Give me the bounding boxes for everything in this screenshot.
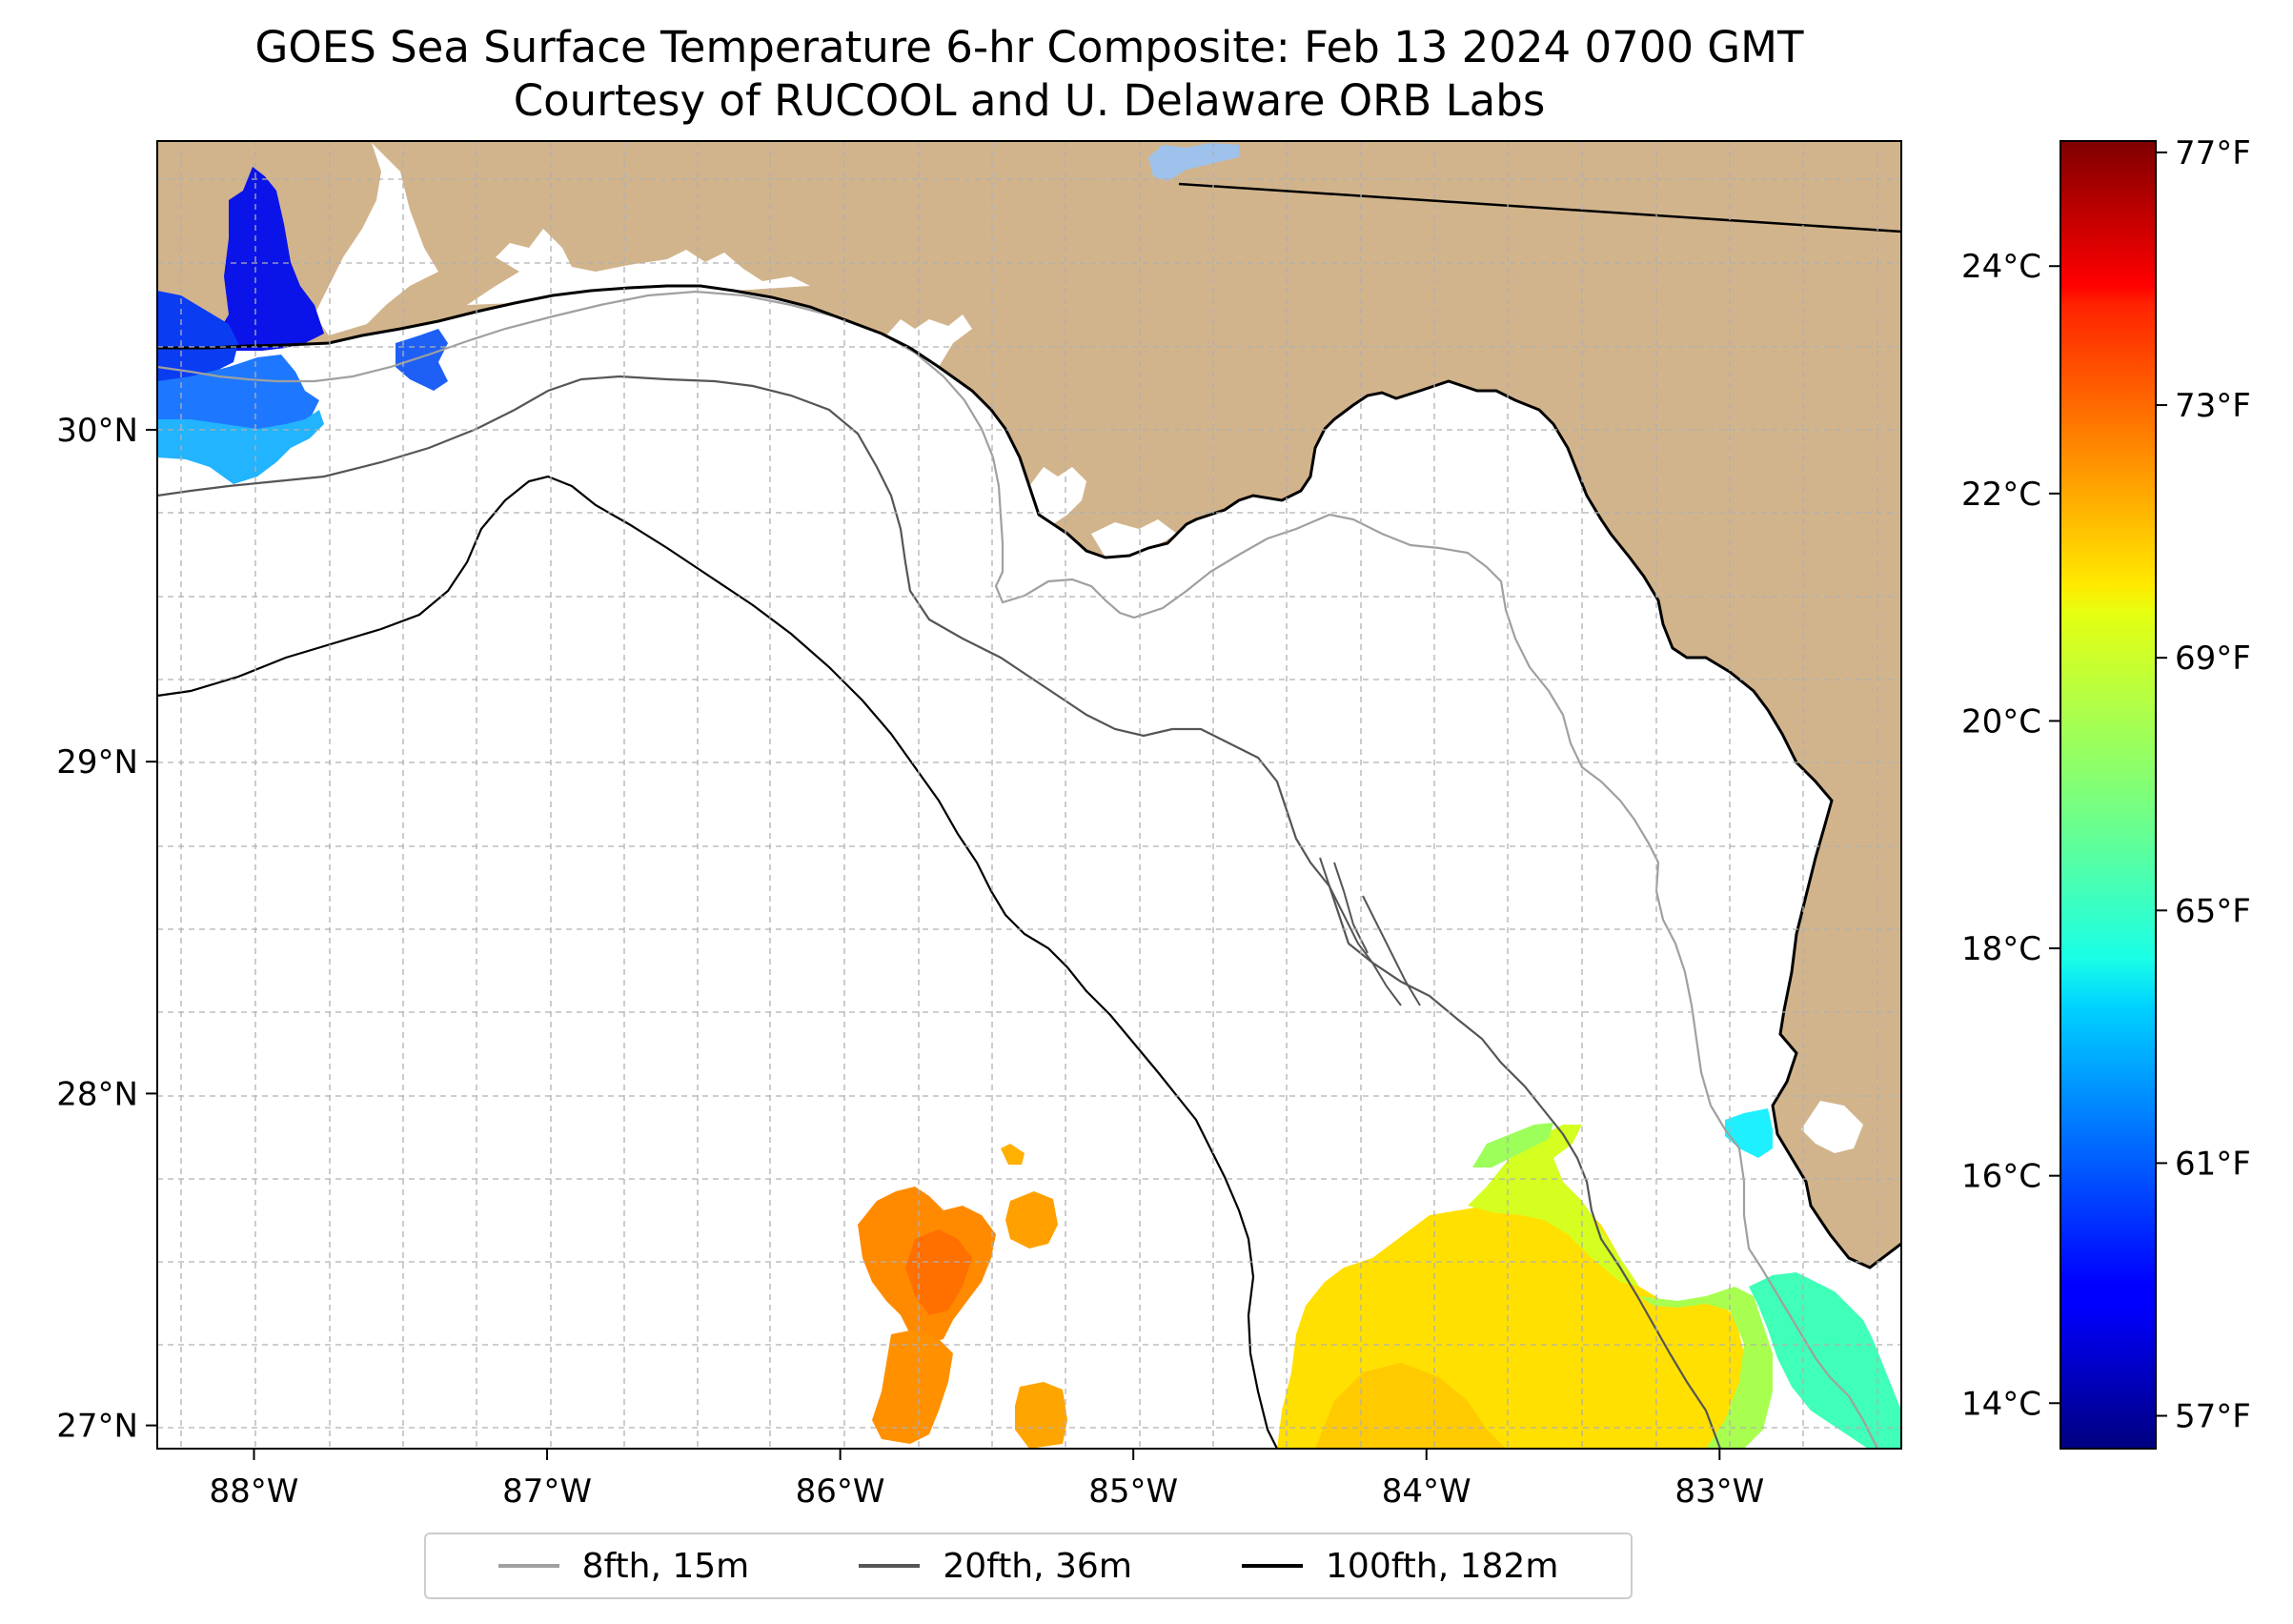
legend-item-8fth: 8fth, 15m — [497, 1546, 750, 1586]
sst-patch-orange-2 — [1005, 1191, 1058, 1248]
gridlines — [157, 141, 1901, 1449]
sst-patch-green — [1472, 1123, 1553, 1167]
lon-tick-label: 83°W — [1674, 1472, 1764, 1511]
legend-item-20fth: 20fth, 36m — [859, 1547, 1132, 1586]
bay-st-andrews — [1029, 467, 1086, 524]
title-line-1: GOES Sea Surface Temperature 6-hr Compos… — [254, 22, 1804, 72]
sst-patches — [157, 143, 1901, 1449]
lat-tick-label: 30°N — [56, 412, 138, 450]
legend-line-100fth — [1242, 1564, 1304, 1568]
land-panhandle — [157, 141, 1901, 1268]
colorbar-celsius-label: 20°C — [1961, 702, 2041, 741]
sst-patch-orange-3 — [872, 1330, 953, 1444]
sst-patch-yellowgreen — [1468, 1125, 1639, 1287]
lon-tick-label: 88°W — [210, 1472, 299, 1511]
colorbar-fahrenheit-label: 57°F — [2175, 1398, 2251, 1436]
colorbar-fahrenheit-label: 65°F — [2175, 892, 2251, 930]
coastline — [157, 284, 1901, 1269]
colorbar-celsius-label: 16°C — [1961, 1158, 2041, 1196]
colorbar-fahrenheit-label: 69°F — [2175, 639, 2251, 678]
colorbar-fahrenheit-label: 61°F — [2175, 1145, 2251, 1183]
longitude-axis: 88°W 87°W 86°W 85°W 84°W 83°W — [210, 1449, 1764, 1511]
title-line-2: Courtesy of RUCOOL and U. Delaware ORB L… — [513, 75, 1546, 126]
sst-patch-west — [157, 291, 238, 391]
colorbar-celsius-label: 22°C — [1961, 476, 2041, 514]
lon-tick-label: 84°W — [1382, 1472, 1471, 1511]
map-area — [157, 141, 1901, 1449]
colorbar-fahrenheit-ticks: 57°F 61°F 65°F 69°F 73°F 77°F — [2156, 134, 2251, 1436]
lon-tick-label: 86°W — [796, 1472, 885, 1511]
lon-tick-label: 87°W — [502, 1472, 592, 1511]
sst-patch-lightblue — [1148, 143, 1239, 181]
colorbar-fahrenheit-label: 73°F — [2175, 387, 2251, 425]
colorbar-fahrenheit-label: 77°F — [2175, 134, 2251, 173]
legend-item-100fth: 100fth, 182m — [1242, 1547, 1558, 1586]
map-frame — [156, 140, 1902, 1450]
sst-patch-mobile-bay — [214, 167, 324, 351]
sst-patch-orange-5 — [1001, 1144, 1025, 1165]
isobath-100fth — [157, 475, 1278, 1449]
lat-tick-label: 29°N — [56, 743, 138, 782]
state-border — [1178, 182, 1901, 233]
bay-apalachee — [1091, 519, 1177, 558]
lat-tick-label: 27°N — [56, 1408, 138, 1446]
isobath-20fth — [157, 375, 1722, 1449]
sst-patch-orange-4 — [1015, 1382, 1067, 1449]
legend-label-20fth: 20fth, 36m — [943, 1546, 1132, 1586]
legend-label-100fth: 100fth, 182m — [1326, 1546, 1559, 1586]
map-title: GOES Sea Surface Temperature 6-hr Compos… — [157, 21, 1901, 128]
legend-line-8fth — [497, 1564, 559, 1568]
latitude-axis: 27°N 28°N 29°N 30°N — [56, 412, 157, 1446]
colorbar-celsius-label: 14°C — [1961, 1385, 2041, 1423]
lat-tick-label: 28°N — [56, 1075, 138, 1113]
sst-patch-aqua — [1749, 1272, 1901, 1449]
colorbar-celsius-ticks: 14°C 16°C 18°C 20°C 22°C 24°C — [1961, 248, 2060, 1423]
lon-tick-label: 85°W — [1088, 1472, 1178, 1511]
sst-patch-west-3 — [157, 410, 324, 484]
sst-patch-pensacola — [396, 329, 448, 391]
sst-patch-orange-1b — [905, 1229, 972, 1315]
legend-label-8fth: 8fth, 15m — [581, 1546, 750, 1586]
colorbar — [2060, 140, 2157, 1450]
colorbar-celsius-label: 24°C — [1961, 248, 2041, 286]
colorbar-celsius-label: 18°C — [1961, 930, 2041, 968]
bay-mobile — [315, 143, 438, 335]
bay-choctawhatchee — [886, 315, 972, 367]
bay-pensacola — [467, 229, 810, 305]
isobath-8fth — [157, 290, 1878, 1449]
sst-patch-green-2 — [1639, 1287, 1773, 1449]
legend-line-20fth — [859, 1564, 921, 1568]
isobath-legend: 8fth, 15m 20fth, 36m 100fth, 182m — [424, 1533, 1633, 1599]
bay-tampa — [1801, 1101, 1863, 1153]
